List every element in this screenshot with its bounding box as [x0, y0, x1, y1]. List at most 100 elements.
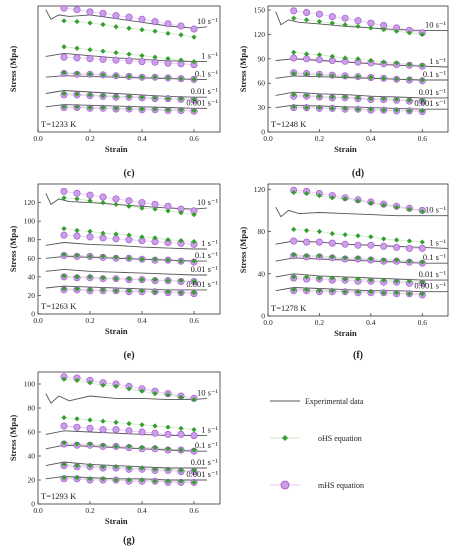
series-0-01-s: 0.01 s⁻¹: [45, 86, 218, 104]
y-tick-label: 80: [258, 227, 266, 236]
ohs-point: [87, 476, 93, 482]
ohs-point: [303, 71, 310, 77]
ohs-point: [393, 28, 400, 34]
ohs-point: [406, 108, 413, 114]
ohs-point: [191, 467, 197, 473]
ohs-point: [419, 239, 425, 245]
plot-frame: [267, 5, 449, 133]
mhs-point: [418, 244, 426, 252]
ohs-point: [139, 422, 145, 428]
ohs-point: [113, 477, 119, 483]
ohs-point: [381, 277, 387, 283]
mhs-point: [315, 10, 323, 18]
ohs-point: [139, 388, 145, 394]
strain-rate-label: 0.01 s⁻¹: [191, 457, 219, 467]
mhs-point: [60, 422, 68, 430]
ohs-point: [178, 277, 184, 284]
ohs-point: [178, 478, 184, 484]
mhs-point: [112, 426, 120, 434]
ohs-point: [152, 445, 158, 451]
ohs-point: [419, 77, 425, 83]
ohs-point: [126, 255, 132, 261]
ohs-point: [342, 22, 348, 28]
ohs-point: [165, 466, 171, 472]
y-tick-label: 80: [28, 404, 36, 413]
ohs-point: [74, 45, 80, 51]
strain-rate-label: 10 s⁻¹: [197, 197, 218, 207]
ohs-point: [113, 201, 119, 208]
ohs-point: [139, 288, 145, 294]
ohs-point: [393, 96, 400, 103]
y-tick-label: 20: [28, 291, 36, 300]
ohs-point: [381, 96, 387, 102]
ohs-point: [61, 440, 67, 446]
ohs-point: [126, 465, 132, 471]
strain-rate-label: 0.001 s⁻¹: [414, 281, 446, 291]
ohs-point: [165, 277, 171, 284]
ohs-point: [291, 287, 297, 293]
x-tick-label: 0.0: [33, 506, 43, 515]
mhs-point: [60, 4, 68, 12]
panel-e: 0.0 0.2 0.4 0.6 0 20 40 60 80 100 120 Strain Stress …: [8, 183, 221, 361]
ohs-point: [316, 288, 323, 294]
mhs-point: [303, 55, 311, 63]
strain-rate-label: 0.001 s⁻¹: [414, 98, 446, 108]
ohs-point: [406, 291, 413, 297]
y-tick-label: 150: [254, 6, 266, 15]
ohs-point: [355, 276, 361, 282]
y-tick-label: 120: [254, 185, 266, 194]
ohs-point: [139, 53, 145, 59]
ohs-point: [291, 49, 297, 55]
mhs-point: [99, 55, 107, 63]
ohs-point: [139, 256, 145, 262]
ohs-point: [165, 208, 171, 214]
ohs-point: [368, 289, 374, 295]
ohs-point: [87, 463, 93, 469]
series-0-001-s: 0.001 s⁻¹: [45, 469, 218, 486]
ohs-point: [316, 52, 323, 58]
series-10-s: 10 s⁻¹: [45, 4, 218, 40]
ohs-point: [100, 476, 106, 482]
ohs-point: [291, 15, 297, 21]
strain-rate-label: 1 s⁻¹: [429, 237, 446, 247]
panel-label: (e): [123, 350, 134, 361]
series-0-1-s: 0.1 s⁻¹: [275, 252, 448, 267]
ohs-point: [355, 56, 361, 62]
y-tick-label: 40: [28, 452, 36, 461]
plot-frame: [37, 183, 221, 315]
ohs-point: [152, 478, 158, 484]
ohs-point: [152, 289, 158, 295]
mhs-point: [86, 8, 94, 16]
strain-rate-label: 0.001 s⁻¹: [186, 97, 218, 107]
mhs-point: [60, 53, 68, 61]
ohs-point: [165, 289, 171, 295]
ohs-point: [74, 70, 80, 77]
ohs-point: [152, 74, 158, 80]
ohs-point: [178, 467, 184, 473]
ohs-point: [368, 57, 374, 64]
ohs-point: [126, 477, 132, 483]
series-1-s: 1 s⁻¹: [45, 225, 218, 250]
ohs-point: [126, 73, 132, 80]
mhs-point: [112, 12, 120, 20]
ohs-point: [61, 415, 67, 421]
ohs-point: [406, 206, 413, 212]
ohs-point: [139, 277, 145, 283]
ohs-point: [61, 475, 67, 481]
mhs-point: [290, 237, 298, 245]
ohs-point: [61, 273, 67, 279]
ohs-point: [178, 394, 184, 400]
ohs-point: [165, 96, 171, 102]
ohs-point: [165, 478, 171, 484]
ohs-point: [191, 397, 197, 403]
ohs-point: [303, 105, 310, 111]
ohs-point: [191, 212, 197, 218]
ohs-point: [393, 237, 400, 243]
ohs-point: [191, 427, 197, 433]
ohs-point: [419, 291, 425, 297]
mhs-point: [405, 244, 413, 252]
ohs-point: [406, 278, 413, 284]
ohs-point: [316, 72, 323, 78]
x-tick-label: 0.6: [189, 506, 199, 515]
